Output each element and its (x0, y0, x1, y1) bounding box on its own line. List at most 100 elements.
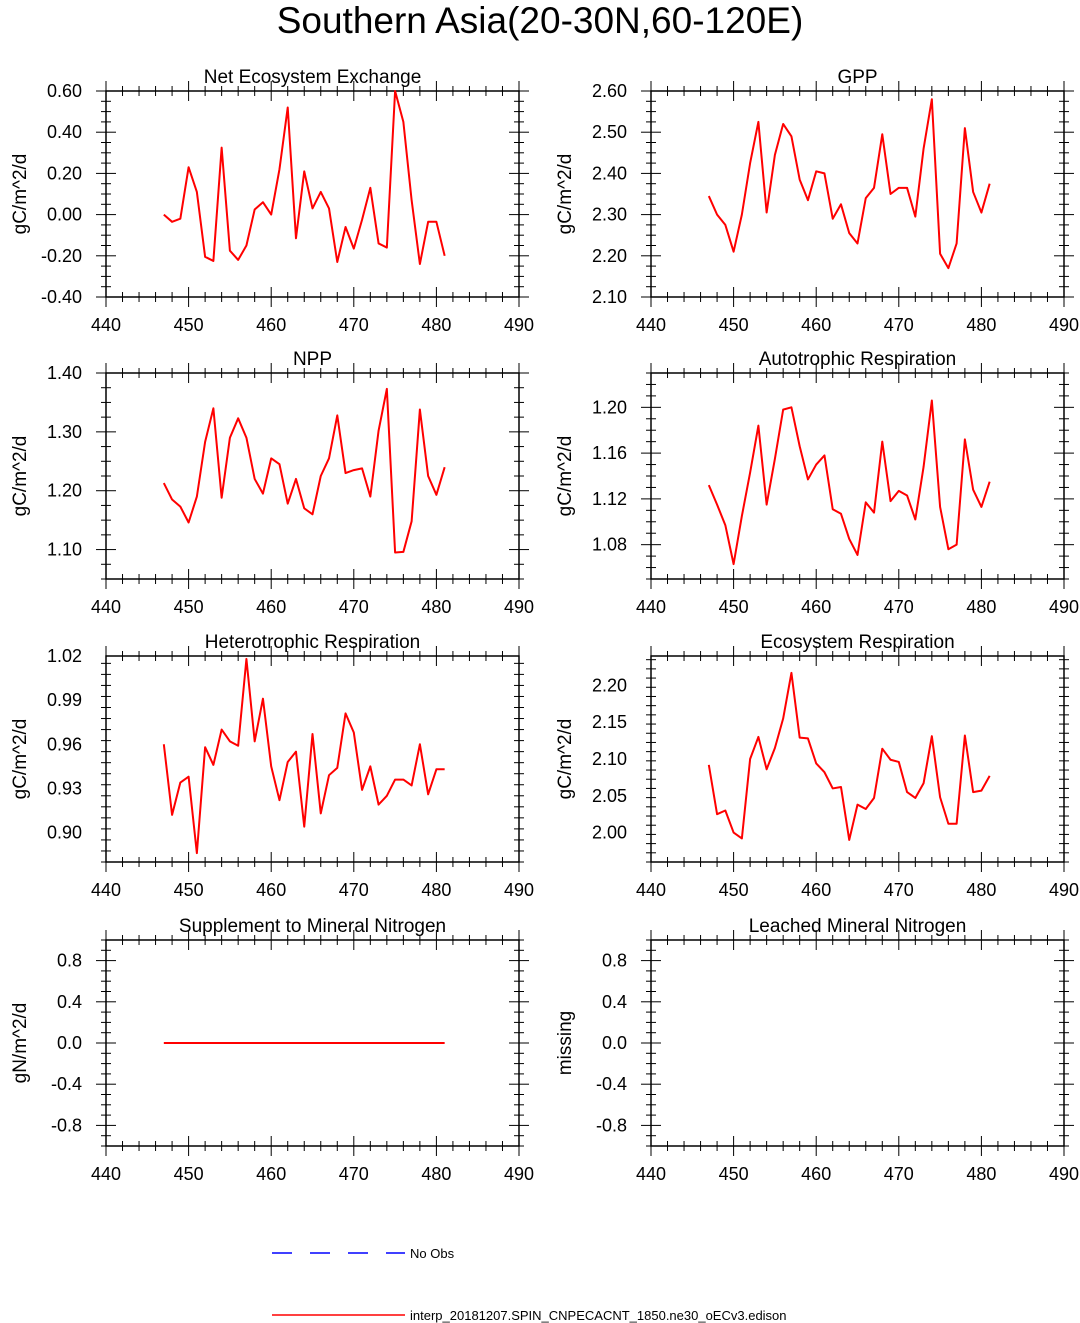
panel-2-ytick-label: 2.40 (592, 163, 627, 183)
panel-1-ytick-label: 0.60 (47, 81, 82, 101)
panel-4-xtick-label: 490 (1049, 597, 1079, 617)
panel-3-ytick-label: 1.40 (47, 363, 82, 383)
panel-8-xtick-label: 470 (884, 1164, 914, 1184)
panel-3-xtick-label: 460 (256, 597, 286, 617)
panel-5-xtick-label: 450 (174, 880, 204, 900)
panel-6-xtick-label: 480 (966, 880, 996, 900)
panel-4-ytick-label: 1.20 (592, 397, 627, 417)
panel-7-ytick-label: -0.8 (51, 1115, 82, 1135)
panel-1-series-line (163, 90, 446, 266)
panel-2-frame (650, 90, 1065, 298)
panel-3-xtick-label: 450 (174, 597, 204, 617)
panel-5-xtick-label: 440 (91, 880, 121, 900)
panel-6-xtick-label: 460 (801, 880, 831, 900)
panel-7-ytick-label: 0.8 (57, 951, 82, 971)
panel-5-ytick-label: 1.02 (47, 646, 82, 666)
panel-5-ytick-label: 0.93 (47, 778, 82, 798)
legend-model-label: interp_20181207.SPIN_CNPECACNT_1850.ne30… (410, 1308, 787, 1323)
panel-1-ytick-label: -0.20 (41, 246, 82, 266)
panel-3-ytick-label: 1.10 (47, 540, 82, 560)
panel-7-ylabel: gN/m^2/d (10, 1003, 31, 1084)
panel-1-ytick-label: 0.00 (47, 205, 82, 225)
figure-title: Southern Asia(20-30N,60-120E) (276, 0, 804, 41)
panel-3-ylabel: gC/m^2/d (10, 436, 31, 517)
panel-6-title: Ecosystem Respiration (760, 632, 954, 653)
panel-7-xtick-label: 490 (504, 1164, 534, 1184)
panel-4-xtick-label: 480 (966, 597, 996, 617)
panel-8-ytick-label: -0.8 (596, 1115, 627, 1135)
panel-2-xtick-label: 480 (966, 315, 996, 335)
panel-4-xtick-label: 440 (636, 597, 666, 617)
panel-3-frame (105, 372, 520, 580)
panel-8-title: Leached Mineral Nitrogen (749, 916, 967, 937)
panel-1-title: Net Ecosystem Exchange (204, 67, 422, 88)
panel-4-xtick-label: 450 (719, 597, 749, 617)
panel-8-ytick-label: 0.0 (602, 1033, 627, 1053)
panel-8-ytick-label: -0.4 (596, 1074, 627, 1094)
panel-7-title: Supplement to Mineral Nitrogen (179, 916, 446, 937)
panel-7-xtick-label: 460 (256, 1164, 286, 1184)
panel-1-xtick-label: 440 (91, 315, 121, 335)
panel-4-xtick-label: 460 (801, 597, 831, 617)
panel-2-ytick-label: 2.60 (592, 81, 627, 101)
panel-7-xtick-label: 450 (174, 1164, 204, 1184)
panel-2-ytick-label: 2.30 (592, 205, 627, 225)
panel-4-ytick-label: 1.16 (592, 443, 627, 463)
panel-5-xtick-label: 480 (421, 880, 451, 900)
panel-2-xtick-label: 440 (636, 315, 666, 335)
panel-4-xtick-label: 470 (884, 597, 914, 617)
panel-5-xtick-label: 490 (504, 880, 534, 900)
panel-2-xtick-label: 450 (719, 315, 749, 335)
panel-4-ylabel: gC/m^2/d (555, 436, 576, 517)
panel-6-xtick-label: 440 (636, 880, 666, 900)
panel-8-xtick-label: 460 (801, 1164, 831, 1184)
panel-4-title: Autotrophic Respiration (759, 349, 957, 370)
panel-3-ytick-label: 1.30 (47, 422, 82, 442)
panel-2-ytick-label: 2.20 (592, 246, 627, 266)
panel-3-xtick-label: 480 (421, 597, 451, 617)
panel-4-ytick-label: 1.12 (592, 489, 627, 509)
panel-8-xtick-label: 440 (636, 1164, 666, 1184)
panel-2-series-line (707, 98, 991, 270)
panel-4-ytick-label: 1.08 (592, 535, 627, 555)
panel-6-ytick-label: 2.10 (592, 749, 627, 769)
panel-6-ytick-label: 2.15 (592, 712, 627, 732)
panel-1-frame (105, 90, 520, 298)
panel-8-frame (650, 939, 1065, 1147)
panel-7-ytick-label: -0.4 (51, 1074, 82, 1094)
panel-3-ytick-label: 1.20 (47, 481, 82, 501)
panel-2-ytick-label: 2.10 (592, 287, 627, 307)
panel-5-xtick-label: 460 (256, 880, 286, 900)
panel-4-frame (650, 372, 1065, 580)
panel-7-xtick-label: 480 (421, 1164, 451, 1184)
panel-8-xtick-label: 490 (1049, 1164, 1079, 1184)
panel-1-xtick-label: 480 (421, 315, 451, 335)
panel-5-frame (105, 655, 520, 863)
panel-5-title: Heterotrophic Respiration (205, 632, 420, 653)
panel-6-frame (650, 655, 1065, 863)
panel-5-ytick-label: 0.99 (47, 690, 82, 710)
panel-1-xtick-label: 490 (504, 315, 534, 335)
legend-no-obs-label: No Obs (410, 1246, 455, 1261)
panel-3-title: NPP (293, 349, 332, 370)
panel-6-ylabel: gC/m^2/d (555, 719, 576, 800)
panel-1-ytick-label: 0.20 (47, 163, 82, 183)
panel-5-ytick-label: 0.96 (47, 734, 82, 754)
panel-2-xtick-label: 470 (884, 315, 914, 335)
panel-2-xtick-label: 490 (1049, 315, 1079, 335)
panel-6-xtick-label: 450 (719, 880, 749, 900)
panel-3-xtick-label: 440 (91, 597, 121, 617)
panel-6-ytick-label: 2.20 (592, 675, 627, 695)
panel-6-xtick-label: 470 (884, 880, 914, 900)
panel-4-series-line (707, 399, 991, 566)
panel-2-title: GPP (837, 67, 877, 88)
panel-1-xtick-label: 460 (256, 315, 286, 335)
panel-5-ylabel: gC/m^2/d (10, 719, 31, 800)
panel-1-ytick-label: 0.40 (47, 122, 82, 142)
panel-1-ytick-label: -0.40 (41, 287, 82, 307)
panel-6-series-line (707, 671, 991, 841)
panel-5-ytick-label: 0.90 (47, 823, 82, 843)
panel-6-ytick-label: 2.05 (592, 786, 627, 806)
panel-3-series-line (162, 387, 446, 554)
